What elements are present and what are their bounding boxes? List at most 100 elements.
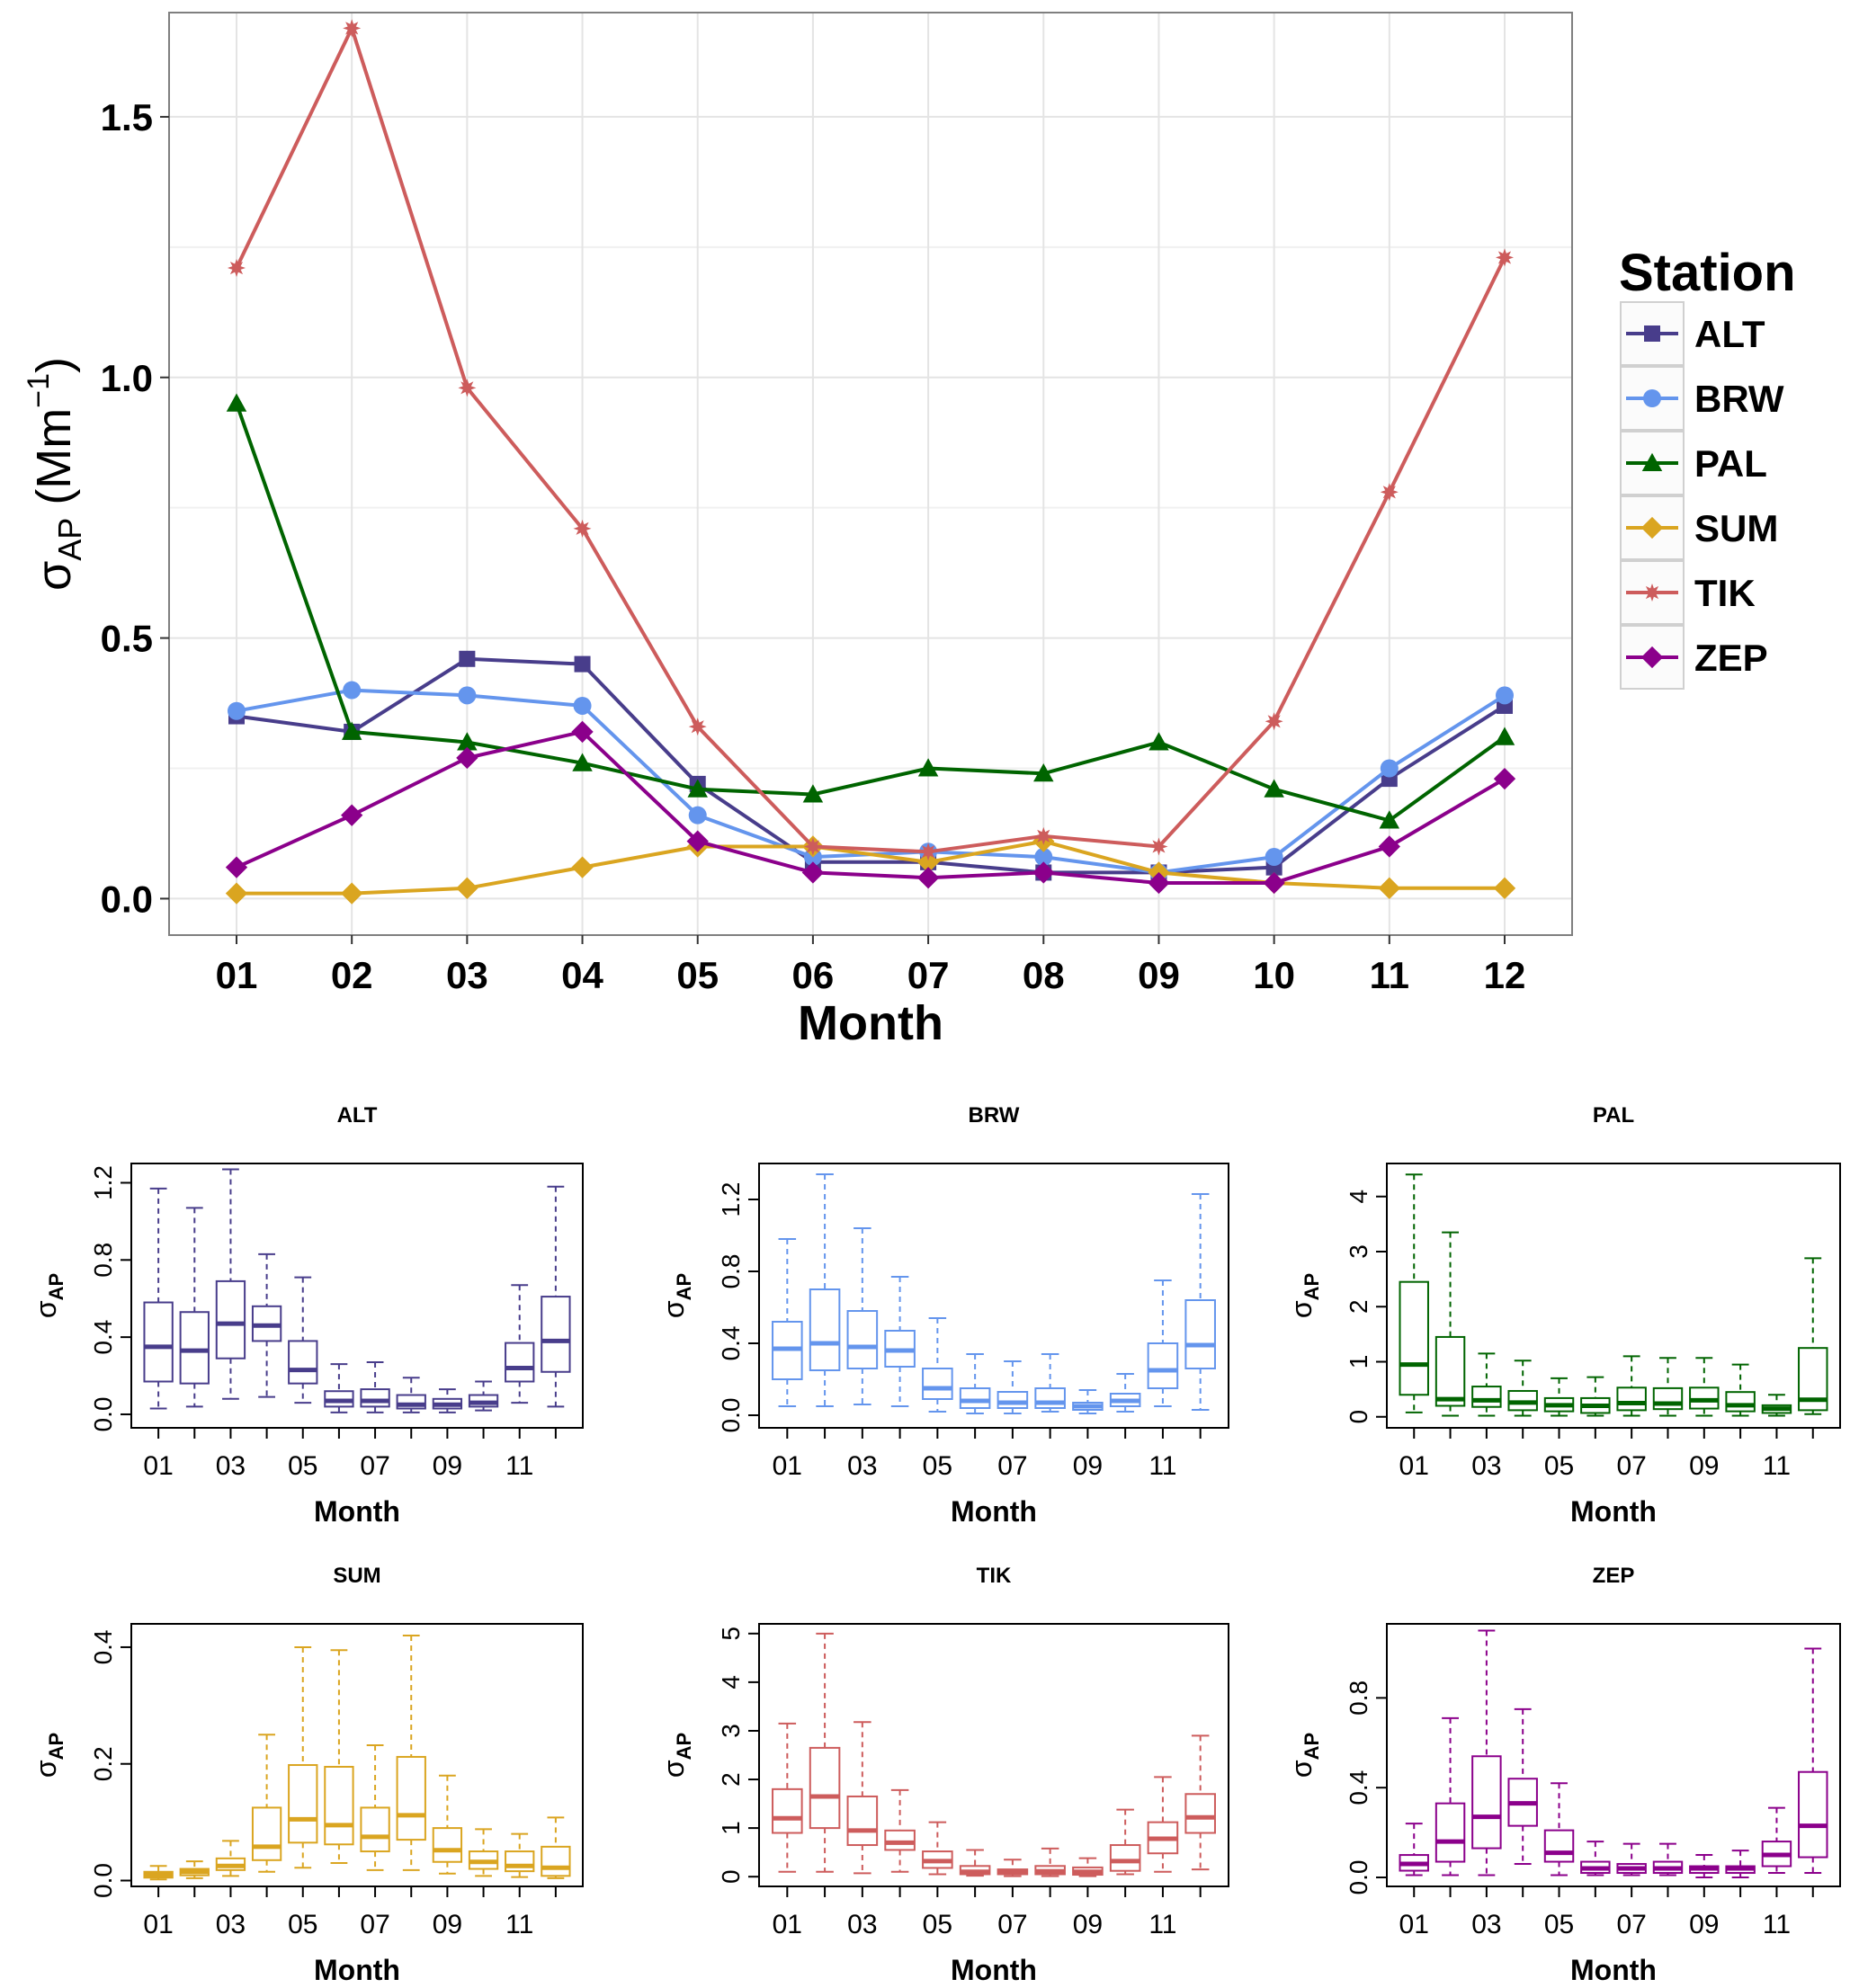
x-tick-label: 07: [360, 1910, 389, 1939]
box-month-02: [809, 1632, 841, 1873]
boxplot-alt: ALT 0.0 0.4 0.8 1.2 01 03 05 07 09 11 Month σAP: [30, 1103, 584, 1528]
y-axis-title: σAP: [1285, 1733, 1323, 1778]
panel-title: TIK: [977, 1564, 1012, 1588]
box-month-06: [1580, 1376, 1611, 1417]
x-tick-label: 05: [1544, 1910, 1574, 1939]
data-point: [456, 746, 478, 770]
data-point: [1493, 767, 1516, 790]
legend-marker: [1643, 584, 1661, 602]
series-line: [236, 729, 1506, 885]
box-month-07: [360, 1743, 390, 1871]
box-iqr: [1471, 1755, 1502, 1850]
data-point: [341, 804, 363, 826]
y-tick-label: 0.0: [1345, 1860, 1372, 1895]
box-iqr: [179, 1311, 210, 1385]
x-tick-label: 03: [1471, 1451, 1501, 1481]
x-tick-label: 11: [505, 1910, 533, 1939]
y-tick-label: 0.4: [1345, 1770, 1372, 1805]
box-month-12: [541, 1185, 571, 1408]
box-month-03: [846, 1227, 879, 1405]
box-iqr: [997, 1391, 1029, 1409]
y-title-subscript: AP: [51, 518, 88, 561]
y-tick-label: 0.8: [717, 1254, 745, 1289]
box-iqr: [360, 1388, 390, 1408]
box-month-08: [1652, 1842, 1684, 1877]
y-title-subscript: AP: [673, 1273, 695, 1301]
box-iqr: [251, 1806, 282, 1861]
data-point: [1496, 686, 1514, 705]
box-month-08: [1034, 1353, 1066, 1413]
x-tick-label: 09: [433, 1451, 462, 1481]
box-month-11: [1761, 1806, 1792, 1875]
y-tick-label: 0.8: [89, 1243, 117, 1278]
series-line: [236, 656, 1506, 875]
box-iqr: [1434, 1335, 1466, 1407]
box-month-07: [1616, 1355, 1647, 1417]
data-point: [801, 861, 825, 884]
y-tick-label: 1: [1345, 1355, 1372, 1369]
box-month-08: [396, 1634, 426, 1871]
box-month-02: [1434, 1716, 1466, 1877]
y-tick-label: 4: [717, 1675, 745, 1689]
x-tick-label: 07: [907, 954, 950, 996]
box-month-06: [1580, 1841, 1611, 1877]
series-line: [237, 839, 1505, 896]
x-tick-label: 01: [143, 1910, 173, 1939]
x-tick-label: 11: [505, 1451, 533, 1481]
x-tick-label: 05: [288, 1451, 317, 1481]
box-month-10: [1725, 1850, 1756, 1879]
data-point: [574, 655, 591, 673]
x-tick-label: 07: [360, 1451, 389, 1481]
y-axis-title: σAP: [30, 1733, 67, 1778]
box-month-03: [846, 1721, 879, 1875]
box-iqr: [1725, 1391, 1756, 1413]
y-title-unit: (Mm: [27, 408, 81, 505]
box-month-11: [1761, 1394, 1792, 1417]
x-tick-label: 12: [1484, 954, 1526, 996]
data-point: [1380, 483, 1399, 502]
box-month-10: [1109, 1373, 1141, 1413]
box-month-10: [1109, 1808, 1141, 1876]
data-point: [687, 779, 708, 798]
box-month-01: [772, 1722, 803, 1873]
data-point: [803, 837, 822, 856]
series-tik: [228, 19, 1514, 861]
x-tick-label: 09: [1073, 1451, 1103, 1481]
data-point: [1493, 877, 1516, 899]
y-title-sigma: σ: [27, 561, 81, 591]
data-point: [688, 718, 707, 736]
legend-item-brw: BRW: [1620, 366, 1784, 431]
box-month-03: [1471, 1629, 1502, 1877]
y-title-sigma: σ: [1285, 1760, 1318, 1778]
legend-label: TIK: [1694, 572, 1756, 614]
box-month-07: [1616, 1842, 1647, 1877]
line-chart: 0.0 0.5 1.0 1.5 01 02 03 04 05 06 07 08 09 10 11 12 Mont…: [22, 12, 1573, 1050]
box-iqr: [505, 1850, 535, 1873]
data-point: [1494, 727, 1515, 745]
y-title-sigma: σ: [30, 1300, 62, 1318]
legend-item-zep: ZEP: [1620, 625, 1768, 690]
x-tick-label: 01: [1399, 1910, 1429, 1939]
data-point: [917, 758, 939, 777]
series-sum: [225, 830, 1516, 905]
box-month-04: [251, 1253, 282, 1398]
box-month-03: [215, 1840, 246, 1877]
legend-item-tik: TIK: [1620, 560, 1756, 625]
data-point: [1149, 837, 1168, 856]
x-tick-label: 11: [1763, 1910, 1791, 1939]
x-tick-label: 07: [1616, 1910, 1646, 1939]
y-axis-title: σAP: [657, 1733, 695, 1778]
y-title-subscript: AP: [1300, 1733, 1323, 1761]
y-tick-label: 3: [1345, 1244, 1372, 1259]
data-point: [1378, 835, 1400, 858]
data-point: [1032, 861, 1055, 884]
x-tick-label: 02: [331, 954, 373, 996]
box-month-02: [179, 1860, 210, 1879]
x-tick-label: 09: [1689, 1451, 1719, 1481]
y-title-sigma: σ: [657, 1760, 690, 1778]
legend-marker: [1640, 516, 1664, 539]
data-point: [688, 806, 707, 825]
box-iqr: [1471, 1386, 1502, 1408]
data-point: [573, 696, 592, 715]
y-tick-label: 3: [717, 1724, 745, 1738]
